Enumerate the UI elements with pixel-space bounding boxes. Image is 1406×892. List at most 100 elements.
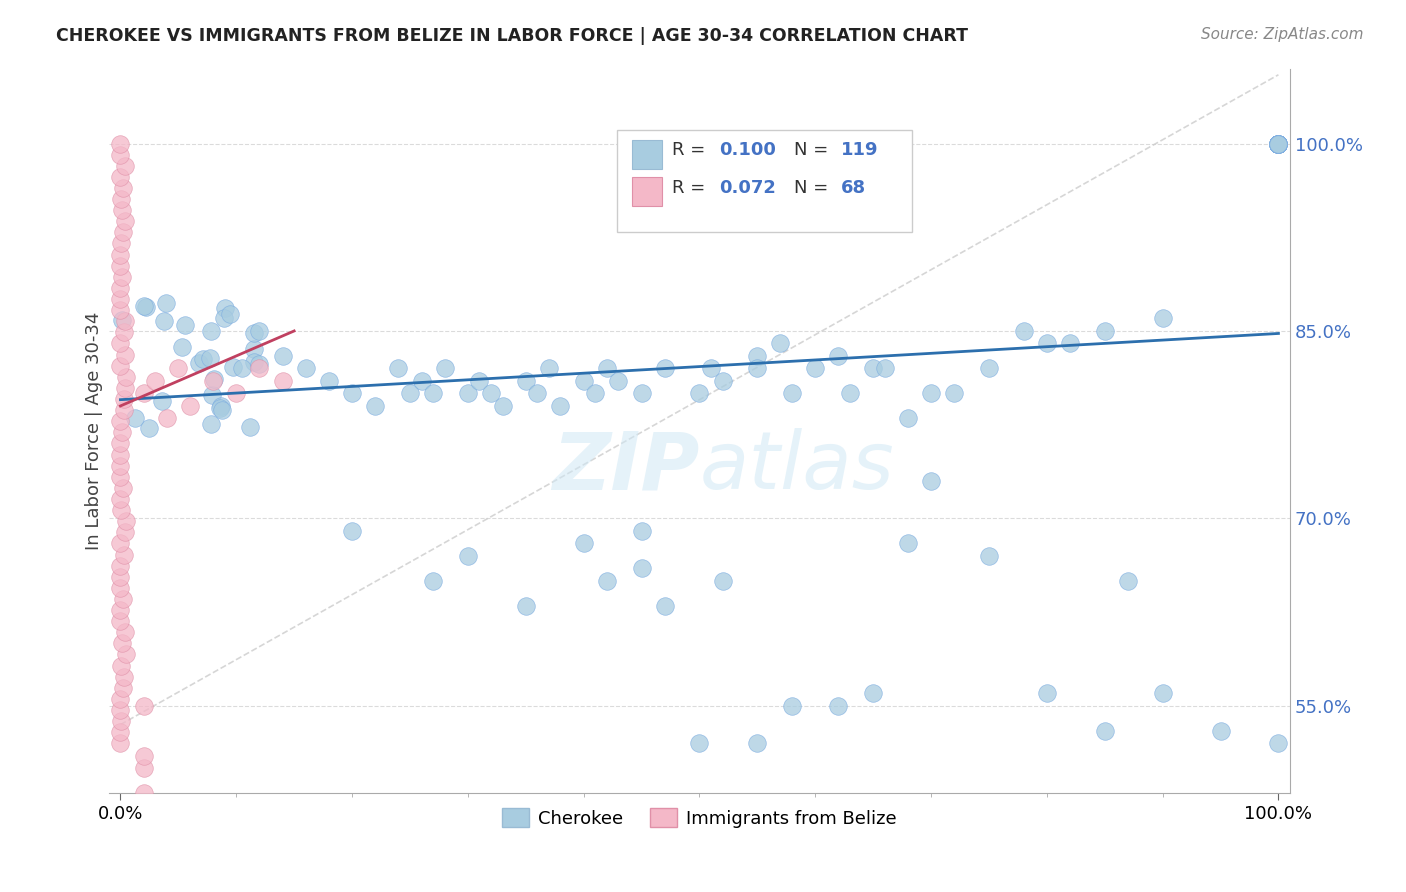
Point (804, 361, 827, 376)
Point (110, 714, 132, 728)
Point (209, 401, 232, 415)
Point (271, 374, 294, 388)
Point (977, 361, 1000, 376)
Point (780, 386, 803, 401)
Point (170, 340, 193, 354)
Point (112, 548, 135, 562)
Point (943, 386, 966, 401)
Point (110, 312, 132, 326)
Point (1267, 136, 1289, 151)
Point (110, 359, 132, 373)
Point (114, 214, 136, 228)
Point (111, 226, 134, 240)
Point (1267, 136, 1289, 151)
Point (711, 574, 734, 588)
Point (112, 326, 135, 340)
Text: CHEROKEE VS IMMIGRANTS FROM BELIZE IN LABOR FORCE | AGE 30-34 CORRELATION CHART: CHEROKEE VS IMMIGRANTS FROM BELIZE IN LA… (56, 27, 969, 45)
Point (479, 386, 502, 401)
Point (114, 381, 136, 395)
Point (124, 410, 146, 425)
Point (112, 670, 135, 684)
Point (247, 324, 270, 338)
Point (411, 374, 433, 388)
Point (1094, 723, 1116, 738)
Point (630, 386, 652, 401)
Point (897, 411, 920, 425)
Point (862, 361, 884, 376)
Point (110, 436, 132, 450)
Point (111, 591, 134, 606)
Point (747, 361, 769, 376)
Point (1267, 736, 1289, 750)
Point (114, 347, 136, 361)
Point (827, 698, 849, 713)
Point (155, 296, 177, 310)
Point (515, 374, 537, 388)
Point (1267, 136, 1289, 151)
Point (1267, 136, 1289, 151)
Point (977, 549, 1000, 563)
Point (526, 386, 548, 401)
Point (468, 374, 491, 388)
Point (174, 318, 197, 333)
Point (132, 786, 155, 800)
Point (111, 681, 134, 695)
Point (150, 393, 173, 408)
Point (271, 349, 294, 363)
Point (112, 392, 135, 406)
Point (457, 386, 479, 401)
Point (110, 458, 132, 473)
Point (364, 399, 387, 413)
Point (110, 247, 132, 261)
Point (110, 192, 132, 206)
Point (110, 570, 132, 584)
Point (243, 355, 266, 369)
Point (1152, 311, 1174, 326)
Point (572, 536, 595, 550)
Point (204, 372, 226, 386)
Point (198, 351, 221, 365)
Point (340, 524, 363, 538)
Point (457, 549, 479, 563)
Point (827, 349, 849, 363)
Point (110, 303, 132, 318)
Point (193, 351, 215, 366)
Point (110, 136, 132, 151)
Point (132, 761, 155, 775)
Point (188, 356, 211, 370)
Point (111, 425, 134, 440)
Point (114, 625, 136, 640)
Point (200, 324, 222, 338)
Text: ZIP: ZIP (553, 428, 699, 506)
Point (110, 536, 132, 550)
Text: 68: 68 (841, 179, 866, 197)
Point (153, 314, 176, 328)
Point (340, 386, 363, 401)
Point (654, 361, 676, 376)
Point (654, 599, 676, 613)
Point (422, 386, 444, 401)
Point (110, 259, 132, 273)
Point (110, 703, 132, 717)
Point (491, 399, 513, 413)
Point (747, 736, 769, 750)
Point (630, 561, 652, 575)
Point (1267, 136, 1289, 151)
Point (111, 636, 134, 650)
Point (711, 374, 734, 388)
Text: N =: N = (794, 141, 834, 159)
Point (1012, 324, 1035, 338)
Point (1267, 136, 1289, 151)
Point (200, 417, 222, 431)
Point (110, 469, 132, 483)
Point (114, 314, 136, 328)
Point (839, 386, 862, 401)
Point (110, 236, 132, 251)
Point (231, 360, 253, 375)
Point (112, 403, 135, 417)
Point (243, 326, 266, 341)
Point (1267, 136, 1289, 151)
Point (222, 359, 245, 374)
Point (630, 524, 652, 538)
Text: 119: 119 (841, 141, 879, 159)
